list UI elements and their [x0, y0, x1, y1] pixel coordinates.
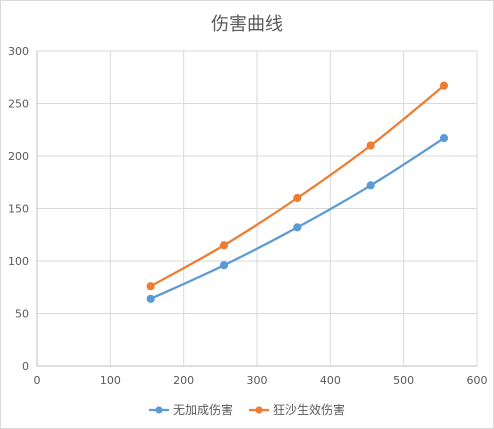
series-line [149, 137, 446, 300]
y-tick-label: 200 [8, 150, 29, 163]
x-tick-label: 500 [393, 374, 414, 387]
legend-label: 狂沙生效伤害 [273, 402, 345, 417]
legend-marker [255, 406, 263, 414]
data-point [146, 294, 155, 303]
y-tick-label: 250 [8, 98, 29, 111]
legend-item: 无加成伤害 [148, 402, 233, 417]
series-layer [146, 81, 449, 303]
gridlines [37, 50, 478, 366]
x-tick-label: 0 [34, 374, 41, 387]
series-2 [146, 81, 449, 291]
legend-label: 无加成伤害 [173, 402, 233, 417]
axes: 0 50 100 150 200 250 300 0 100 200 300 400 500 600 [8, 45, 488, 387]
data-point [366, 141, 375, 150]
y-tick-label: 50 [15, 308, 29, 321]
legend-marker [155, 406, 163, 414]
y-tick-label: 0 [22, 360, 29, 373]
chart-title: 伤害曲线 [211, 14, 283, 35]
series-1 [146, 134, 449, 303]
x-tick-label: 400 [320, 374, 341, 387]
legend-item: 狂沙生效伤害 [249, 402, 345, 417]
x-tick-label: 200 [173, 374, 194, 387]
data-point [439, 81, 449, 90]
y-tick-label: 300 [8, 45, 29, 58]
legend: 无加成伤害 狂沙生效伤害 [148, 402, 345, 417]
y-tick-label: 150 [8, 203, 29, 216]
data-point [219, 261, 229, 270]
x-tick-label: 100 [100, 374, 121, 387]
data-point [219, 241, 229, 250]
data-point [293, 193, 302, 203]
data-point [439, 134, 449, 143]
y-tick-label: 100 [8, 255, 29, 268]
x-tick-label: 600 [467, 374, 488, 387]
data-point [293, 223, 302, 232]
data-point [146, 282, 155, 291]
series-line [149, 84, 446, 288]
x-tick-label: 300 [247, 374, 268, 387]
data-point [366, 181, 375, 190]
